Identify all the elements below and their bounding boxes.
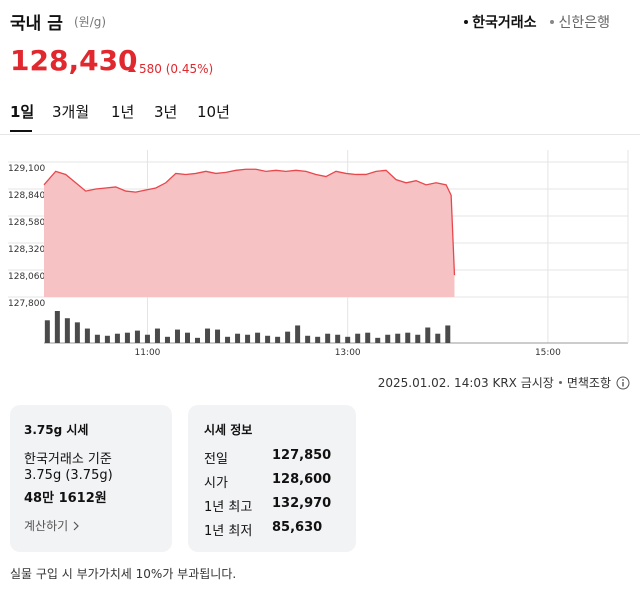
source-label[interactable]: 한국거래소	[472, 15, 537, 31]
price-change: 580 (0.45%)	[139, 62, 214, 76]
volume-bar	[195, 337, 201, 343]
volume-bar	[134, 330, 140, 343]
timestamp: 2025.01.02. 14:03 KRX 금시장	[377, 376, 554, 390]
volume-bar	[405, 332, 411, 343]
info-label: 1년 최저	[204, 524, 253, 539]
tab[interactable]: 3년	[154, 103, 178, 121]
footer-note: 실물 구입 시 부가가치세 10%가 부과됩니다.	[10, 567, 237, 581]
volume-bar	[335, 334, 341, 343]
volume-bar	[54, 311, 60, 343]
price-line	[43, 168, 456, 276]
x-tick-label: 15:00	[535, 348, 561, 358]
volume-bar	[124, 332, 130, 343]
volume-bar	[395, 333, 401, 343]
volume-bar	[325, 333, 331, 343]
card-title: 시세 정보	[204, 423, 253, 437]
y-tick-label: 128,060	[8, 272, 45, 282]
volume-bar	[435, 333, 441, 343]
info-value: 132,970	[272, 496, 332, 511]
timestamp-row: 2025.01.02. 14:03 KRX 금시장 면책조항	[378, 374, 630, 391]
volume-bar	[74, 322, 80, 343]
info-icon[interactable]	[616, 376, 630, 390]
info-label: 1년 최고	[204, 500, 253, 515]
y-tick-label: 128,580	[8, 218, 45, 228]
info-label: 전일	[204, 452, 228, 467]
volume-bar	[84, 328, 90, 343]
volume-bar	[255, 332, 261, 343]
volume-bar	[205, 328, 211, 343]
info-value: 127,850	[272, 448, 332, 463]
calc-link[interactable]: 계산하기	[24, 517, 80, 534]
y-tick-label: 128,320	[8, 245, 45, 255]
volume-bar	[245, 334, 251, 343]
volume-bar	[44, 320, 50, 343]
card-375	[10, 405, 172, 552]
volume-bar	[385, 334, 391, 343]
tab[interactable]: 3개월	[52, 103, 90, 121]
volume-bar	[415, 334, 421, 343]
info-label: 시가	[204, 476, 228, 491]
volume-bar	[184, 332, 190, 343]
volume-bar	[265, 335, 271, 343]
separator	[558, 381, 562, 384]
title: 국내 금	[10, 14, 63, 34]
volume-bar	[94, 334, 100, 343]
tab-underline	[10, 130, 32, 132]
volume-bar	[144, 334, 150, 343]
source-list: 한국거래소 신한은행	[464, 12, 610, 32]
price: 128,430	[10, 44, 138, 77]
volume-bar	[285, 331, 291, 343]
volume-bar	[295, 325, 301, 343]
divider	[0, 134, 640, 135]
x-tick-label: 13:00	[335, 348, 361, 358]
volume-bar	[425, 327, 431, 343]
volume-bar	[365, 332, 371, 343]
source-option[interactable]: 한국거래소	[464, 12, 536, 32]
volume-bar	[315, 336, 321, 343]
tab[interactable]: 1년	[111, 103, 135, 121]
volume-bar	[215, 329, 221, 343]
volume-bar	[235, 333, 241, 343]
calc-label[interactable]: 계산하기	[24, 519, 69, 533]
chart: 127,800 128,060 128,320 128,580 128,840 129,1…	[8, 150, 629, 358]
source-option[interactable]: 신한은행	[550, 12, 610, 32]
volume-bar	[64, 318, 70, 343]
tab[interactable]: 1일	[10, 103, 35, 121]
card-line: 한국거래소 기준	[24, 452, 112, 467]
volume-bar	[104, 335, 110, 343]
volume-bar	[174, 329, 180, 343]
volume-bar	[114, 333, 120, 343]
card-price: 48만 1612원	[24, 491, 107, 506]
disclaimer-link[interactable]: 면책조항	[566, 376, 611, 390]
chevron	[73, 521, 80, 530]
volume-bar	[375, 337, 381, 343]
y-tick-label: 129,100	[8, 164, 45, 174]
info-value: 85,630	[272, 520, 323, 535]
source-label[interactable]: 신한은행	[558, 15, 610, 31]
card-title: 3.75g 시세	[24, 423, 89, 437]
volume-bar	[164, 336, 170, 343]
area-fill	[44, 169, 455, 297]
volume-bar	[445, 325, 451, 343]
y-tick-label: 127,800	[8, 299, 45, 309]
up-triangle	[128, 66, 136, 72]
card-line: 3.75g (3.75g)	[24, 468, 113, 483]
unit: (원/g)	[74, 15, 107, 29]
bullet	[550, 20, 555, 24]
volume-bar	[225, 336, 231, 343]
volume-bar	[355, 333, 361, 343]
x-tick-label: 11:00	[134, 348, 160, 358]
info-value: 128,600	[272, 472, 332, 487]
card-info	[188, 405, 356, 552]
volume-bar	[275, 336, 281, 343]
tab[interactable]: 10년	[197, 103, 230, 121]
bullet	[464, 20, 469, 24]
y-tick-label: 128,840	[8, 191, 45, 201]
volume-bar	[345, 336, 351, 343]
volume-bar	[154, 328, 160, 343]
volume-bar	[305, 335, 311, 343]
